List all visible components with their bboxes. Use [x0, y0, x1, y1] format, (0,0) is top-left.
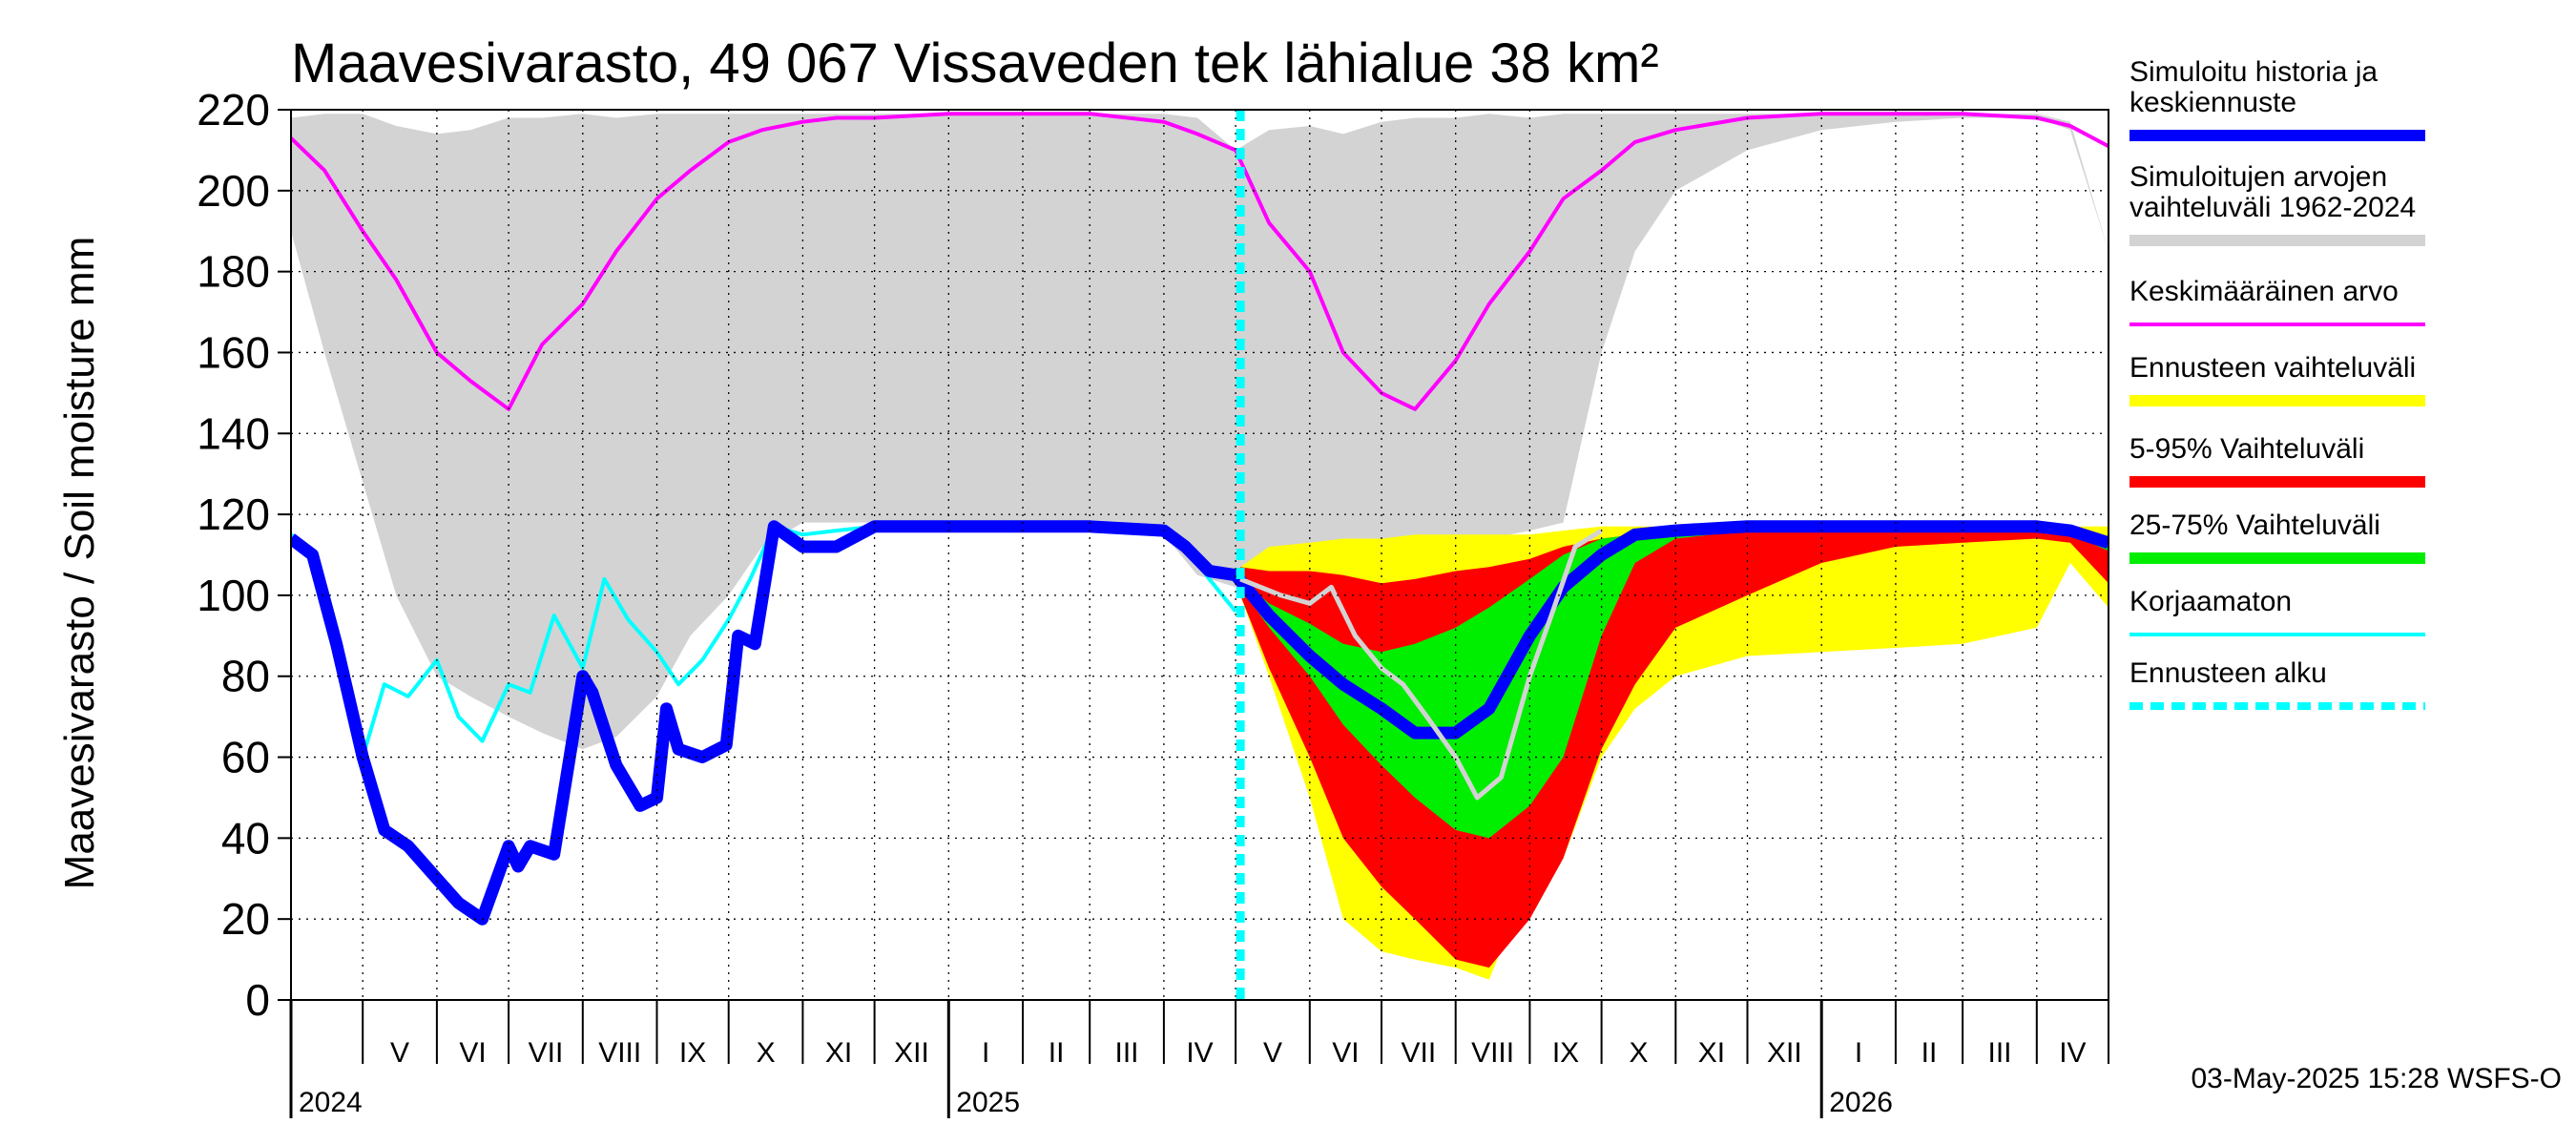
- month-label: III: [1987, 1037, 2011, 1069]
- month-label: I: [982, 1037, 989, 1069]
- timestamp-footer: 03-May-2025 15:28 WSFS-O: [2192, 1063, 2563, 1094]
- legend-item: Korjaamaton: [2129, 586, 2425, 636]
- month-label: III: [1114, 1037, 1138, 1069]
- month-label: IV: [2059, 1037, 2086, 1069]
- month-label: XII: [894, 1037, 929, 1069]
- chart-title: Maavesivarasto, 49 067 Vissaveden tek lä…: [291, 32, 1659, 94]
- legend-label: Simuloitu historia ja: [2129, 56, 2378, 88]
- month-label: IV: [1186, 1037, 1213, 1069]
- year-label: 2025: [956, 1087, 1020, 1118]
- year-label: 2024: [299, 1087, 363, 1118]
- y-tick-label: 0: [245, 975, 270, 1025]
- legend-label: Ennusteen alku: [2129, 657, 2327, 689]
- y-tick-label: 180: [197, 247, 270, 297]
- plot-frame: [290, 109, 2109, 1001]
- line-keskim-r-inen-arvo: [291, 112, 2109, 411]
- month-label: XI: [1698, 1037, 1725, 1069]
- month-label: V: [1263, 1037, 1282, 1069]
- month-label: XII: [1767, 1037, 1802, 1069]
- month-label: VII: [529, 1037, 564, 1069]
- year-label: 2026: [1829, 1087, 1893, 1118]
- y-tick-label: 140: [197, 408, 270, 458]
- legend-item: 5-95% Vaihteluväli: [2129, 433, 2425, 488]
- month-label: X: [1629, 1037, 1648, 1069]
- legend-item: Keskimääräinen arvo: [2129, 276, 2425, 326]
- y-tick-label: 100: [197, 571, 270, 620]
- y-tick-label: 200: [197, 166, 270, 216]
- y-tick-label: 20: [221, 894, 270, 944]
- month-label: VI: [459, 1037, 486, 1069]
- y-tick-label: 80: [221, 652, 270, 701]
- month-label: VII: [1402, 1037, 1437, 1069]
- legend-label: 25-75% Vaihteluväli: [2129, 510, 2380, 541]
- legend-item: Ennusteen vaihteluväli: [2129, 352, 2425, 406]
- month-label: I: [1855, 1037, 1862, 1069]
- month-label: VI: [1332, 1037, 1359, 1069]
- y-tick-label: 120: [197, 489, 270, 539]
- band-simuloitujen-arvojen-vaihteluv-li-1962-2024: [291, 114, 2109, 750]
- month-label: IX: [1552, 1037, 1579, 1069]
- y-tick-label: 60: [221, 733, 270, 782]
- line-simuloitu-historia-ja-keskiennuste: [291, 520, 2109, 926]
- y-axis-label: Maavesivarasto / Soil moisture mm: [56, 237, 103, 890]
- series-group: [291, 112, 2109, 980]
- line-unlabeled-line: [1239, 528, 1603, 801]
- legend-label: Keskimääräinen arvo: [2129, 276, 2399, 307]
- legend-item: Ennusteen alku: [2129, 657, 2425, 710]
- month-label: IX: [679, 1037, 706, 1069]
- month-label: II: [1922, 1037, 1938, 1069]
- month-label: VIII: [598, 1037, 641, 1069]
- legend-label: 5-95% Vaihteluväli: [2129, 433, 2364, 465]
- y-tick-label: 160: [197, 327, 270, 377]
- month-label: VIII: [1471, 1037, 1514, 1069]
- legend: Simuloitu historia jakeskiennusteSimuloi…: [2129, 56, 2425, 710]
- legend-item: 25-75% Vaihteluväli: [2129, 510, 2425, 564]
- legend-label: Korjaamaton: [2129, 586, 2292, 617]
- month-label: XI: [825, 1037, 852, 1069]
- legend-label: vaihteluväli 1962-2024: [2129, 192, 2416, 223]
- legend-label: keskiennuste: [2129, 87, 2296, 118]
- month-label: X: [757, 1037, 776, 1069]
- month-label: V: [390, 1037, 409, 1069]
- month-label: II: [1049, 1037, 1065, 1069]
- y-tick-label: 40: [221, 813, 270, 863]
- legend-label: Simuloitujen arvojen: [2129, 161, 2387, 193]
- y-tick-label: 220: [197, 85, 270, 135]
- legend-label: Ennusteen vaihteluväli: [2129, 352, 2416, 384]
